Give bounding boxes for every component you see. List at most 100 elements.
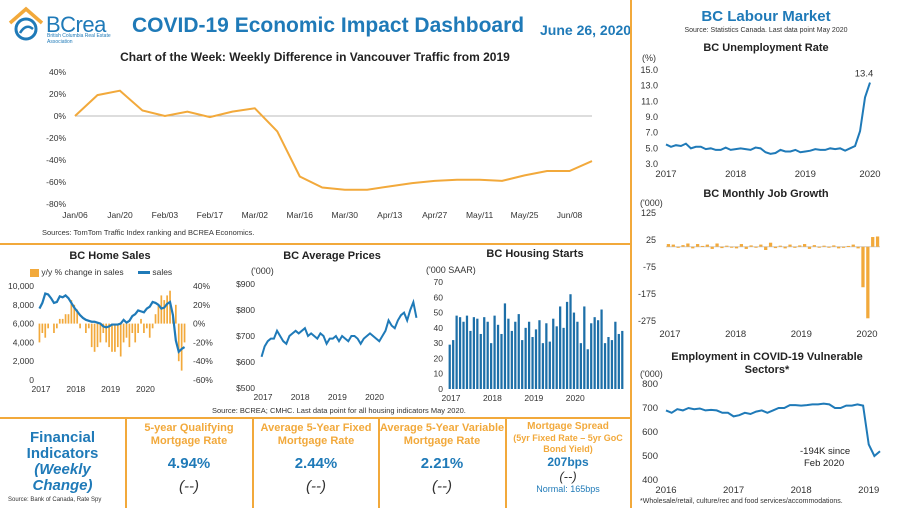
- job-growth-bar: [817, 246, 821, 248]
- starts-bar: [490, 343, 493, 389]
- avg-prices-title: BC Average Prices: [283, 250, 381, 262]
- job-growth-bar: [734, 246, 739, 249]
- x-tick-label: 2018: [791, 485, 812, 496]
- divider-fin-1: [125, 417, 127, 508]
- sales-change-bar: [125, 323, 128, 338]
- y-tick-label: 15.0: [640, 65, 658, 75]
- traffic-chart-title: Chart of the Week: Weekly Difference in …: [120, 50, 510, 64]
- y-tick-label: 0: [438, 384, 443, 394]
- fin-title-line1: Financial: [29, 429, 96, 446]
- y-tick-label: -175: [638, 289, 656, 299]
- job-growth-bar: [768, 242, 773, 247]
- housing-starts-title: BC Housing Starts: [486, 248, 584, 260]
- fin-item-change: (--): [559, 469, 577, 484]
- x-tick-label: Jan/06: [62, 210, 88, 220]
- starts-bar: [583, 306, 586, 389]
- starts-bar: [617, 333, 620, 389]
- job-growth-bar: [671, 244, 675, 247]
- sales-change-bar: [105, 323, 108, 343]
- job-growth-bar: [759, 244, 763, 247]
- job-growth-bar: [686, 243, 690, 247]
- job-growth-bar: [802, 244, 807, 247]
- labour-title: BC Labour Market: [701, 8, 831, 25]
- y-tick-label: 500: [642, 451, 658, 462]
- job-growth-bar: [730, 246, 734, 248]
- y-tick-label: 60: [434, 292, 444, 302]
- x-tick-label: 2019: [795, 169, 816, 180]
- divider-fin-4: [505, 417, 507, 508]
- job-growth-bar: [773, 246, 778, 249]
- financial-indicators-title: Financial Indicators (Weekly Change): [0, 430, 125, 494]
- y-tick-label: 0%: [54, 111, 67, 121]
- job-growth-bar: [788, 244, 792, 247]
- y-tick-label: 30: [434, 338, 444, 348]
- x-tick-label: 2019: [101, 384, 120, 394]
- y-tick-label: $500: [236, 383, 255, 393]
- sales-change-bar: [64, 314, 67, 324]
- sales-change-bar: [102, 323, 105, 333]
- fin-item-change: (--): [306, 478, 326, 495]
- y-tick-label: 7.0: [645, 128, 658, 138]
- sales-change-bar: [70, 300, 73, 324]
- job-growth-bar: [749, 245, 753, 247]
- sales-change-bar: [116, 323, 119, 348]
- sales-change-bar: [56, 323, 58, 329]
- unemployment-line: [665, 82, 871, 155]
- starts-bar: [596, 320, 600, 389]
- y-tick-label: -40%: [46, 155, 66, 165]
- sales-change-bar: [58, 318, 61, 324]
- home-sales-title: BC Home Sales: [69, 250, 151, 262]
- starts-bar: [483, 317, 486, 389]
- starts-bar: [538, 320, 541, 389]
- job-growth-bar: [822, 245, 826, 247]
- logo-subtitle: British Columbia Real Estate Association: [47, 33, 111, 45]
- starts-bar: [479, 333, 482, 389]
- fin-item-variable: Average 5-Year Variable Mortgage Rate 2.…: [379, 422, 505, 495]
- unemployment-last-label: 13.4: [855, 69, 874, 80]
- fin-item-note: Normal: 165bps: [536, 484, 600, 494]
- starts-bar: [559, 306, 562, 389]
- starts-bar: [586, 349, 589, 389]
- vulnerable-line: [665, 402, 881, 458]
- starts-bar: [590, 323, 593, 389]
- starts-bar: [603, 343, 607, 389]
- starts-bar: [448, 344, 451, 389]
- starts-bar: [469, 330, 472, 389]
- job-growth-bar: [866, 246, 870, 319]
- y-tick-label: 9.0: [645, 112, 658, 122]
- fin-item-value: 2.21%: [420, 455, 464, 472]
- job-growth-bar: [754, 246, 758, 248]
- starts-bar: [534, 329, 538, 389]
- y-tick-label: 50: [434, 308, 444, 318]
- y-tick-label: $700: [236, 331, 255, 341]
- starts-bar: [465, 315, 469, 389]
- sales-change-bar: [166, 295, 168, 324]
- job-growth-bar: [856, 246, 860, 249]
- x-tick-label: 2017: [723, 485, 744, 496]
- fin-item-label-3: Bond Yield): [543, 444, 593, 454]
- x-tick-label: 2017: [32, 384, 51, 394]
- starts-bar: [462, 321, 465, 389]
- starts-bar: [621, 330, 624, 389]
- y-tick-label: -60%: [46, 177, 66, 187]
- starts-bar: [569, 294, 572, 389]
- job-growth-bar: [695, 244, 700, 247]
- y-tick-label: 5.0: [645, 143, 658, 153]
- sales-change-bar: [134, 323, 137, 343]
- starts-bar: [517, 314, 520, 389]
- starts-bar: [562, 327, 565, 389]
- starts-bar: [555, 326, 558, 389]
- job-growth-unit: ('000): [640, 198, 663, 208]
- avg-prices-unit: ('000): [251, 266, 274, 276]
- job-growth-bar: [841, 246, 846, 248]
- x-tick-label: 2019: [328, 392, 347, 402]
- starts-bar: [552, 318, 555, 389]
- job-growth-bar: [837, 246, 841, 249]
- y-left-tick-label: 2,000: [13, 356, 35, 366]
- job-growth-bar: [861, 246, 865, 288]
- divider-fin-2: [252, 417, 254, 508]
- y-right-tick-label: 40%: [193, 281, 210, 291]
- x-tick-label: Apr/13: [377, 210, 402, 220]
- fin-item-change: (--): [179, 478, 199, 495]
- fin-title-line3: (Weekly: [34, 461, 91, 478]
